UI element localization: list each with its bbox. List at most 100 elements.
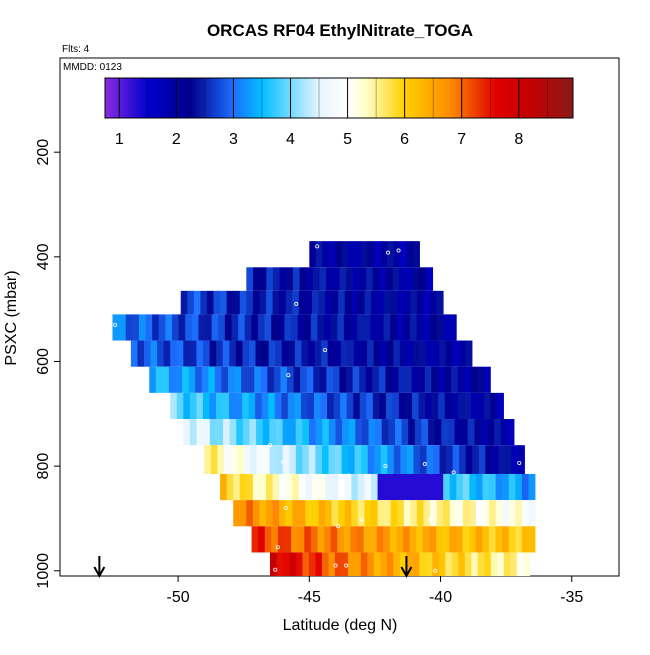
heatmap-cell [340,340,348,367]
heatmap-cell [157,340,165,367]
heatmap-cell [392,267,400,291]
heatmap-cell [224,314,232,341]
sample-point [344,563,349,568]
heatmap-cell [221,366,229,393]
heatmap-cell [367,552,375,576]
heatmap-cell [425,392,433,420]
heatmap-cell [343,314,351,341]
heatmap-cell [334,340,342,367]
heatmap-cell [366,392,374,420]
sample-point [294,301,299,306]
heatmap-cell [380,552,388,576]
heatmap-cell [319,366,327,393]
heatmap-cell [462,473,470,501]
heatmap-cell [277,526,285,553]
colorbar-tick-label: 1 [115,131,124,148]
heatmap-cell [289,445,297,474]
heatmap-cell [401,419,409,446]
heatmap-cell [250,445,258,474]
heatmap-cell [289,552,297,576]
heatmap-cell [390,290,398,315]
heatmap-cell [391,366,399,393]
heatmap-cell [406,552,414,576]
heatmap-cell [334,552,342,576]
heatmap-cell [338,290,346,315]
heatmap-cell [305,290,313,315]
heatmap-cell [255,340,263,367]
colorbar-tick-label: 8 [514,131,523,148]
y-tick-label: 600 [35,348,52,375]
heatmap-cell [242,392,250,420]
heatmap-cell [484,552,492,576]
heatmap-cell [310,526,318,553]
heatmap-cell [444,366,452,393]
sample-point [336,524,341,529]
colorbar-tick-label: 3 [229,131,238,148]
heatmap-cell [328,241,336,268]
heatmap-cell [419,340,427,367]
heatmap-cell [229,419,237,446]
heatmap-cell [213,290,221,315]
heatmap-cell [138,314,146,341]
heatmap-cell [287,366,294,393]
heatmap-cell [308,552,316,576]
heatmap-cell [189,392,197,420]
colorbar-ticks: 1 2 3 4 5 6 7 8 [115,78,548,148]
heatmap-cell [472,445,480,474]
heatmap-cell [516,552,524,576]
heatmap-cell [444,392,452,420]
heatmap-cell [364,290,372,315]
heatmap-cell [365,366,373,393]
heatmap-cell [327,392,335,420]
heatmap-cell [357,290,365,315]
heatmap-cell [335,241,343,268]
heatmap-cell [469,500,477,527]
heatmap-cell [218,314,226,341]
heatmap-cell [246,473,254,501]
heatmap-cell [355,419,363,446]
heatmap-cell [360,340,368,367]
heatmap-cell [284,526,292,553]
heatmap-cell [470,366,478,393]
heatmap-cell [377,290,385,315]
heatmap-cell [276,552,284,576]
heatmap-cell [264,314,272,341]
heatmap-cell [376,314,384,341]
heatmap-cell [340,392,348,420]
heatmap-cell [429,314,437,341]
colorbar-tick-label: 4 [286,131,295,148]
heatmap-cell [310,314,318,341]
heatmap-cell [248,340,256,367]
heatmap-cell [317,526,325,553]
heatmap-cell [439,340,447,367]
heatmap-cell [344,500,352,527]
heatmap-cell [528,500,536,527]
heatmap-cell [437,366,445,393]
heatmap-cell [439,445,447,474]
sample-point [281,459,286,464]
heatmap-cell [288,340,296,367]
y-axis: 200 400 600 800 1000 [35,139,60,589]
heatmap-cell [364,473,372,501]
heatmap-cell [187,290,195,315]
heatmap-cell [309,241,317,268]
heatmap-cell [375,419,383,446]
heatmap-cell [256,445,264,474]
heatmap-cell [380,340,388,367]
heatmap-cell [454,419,462,446]
heatmap-cell [428,419,436,446]
heatmap-cell [269,552,277,576]
heatmap-cell [195,366,203,393]
heatmap-cell [223,419,231,446]
heatmap-cell [370,473,378,501]
heatmap-cell [330,526,338,553]
heatmap-cell [347,340,355,367]
sample-point [433,568,438,573]
heatmap-cell [282,552,290,576]
heatmap-cell [324,314,332,341]
heatmap-cell [269,419,277,446]
heatmap-cell [178,314,186,341]
heatmap-cell [455,526,463,553]
heatmap-cell [502,526,510,553]
sample-point [359,517,364,522]
